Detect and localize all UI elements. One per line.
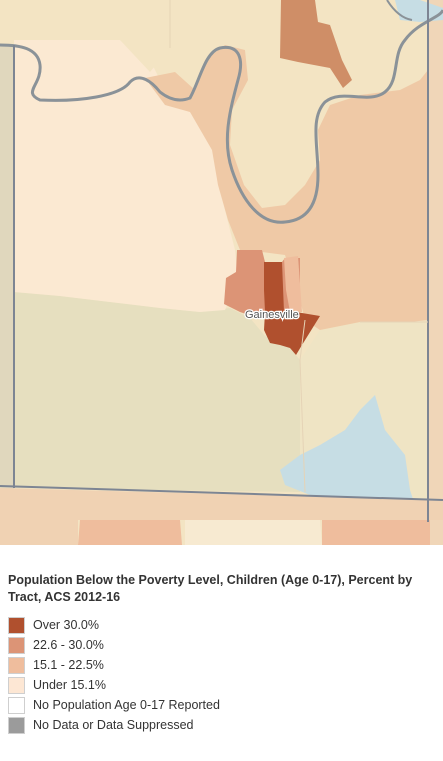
legend-item-no-population: No Population Age 0-17 Reported (8, 695, 438, 715)
terrain-southwest (14, 292, 305, 492)
map-legend: Population Below the Poverty Level, Chil… (8, 572, 438, 735)
place-label-gainesville: Gainesville (245, 309, 299, 321)
tract-west-edge (0, 45, 14, 545)
legend-item-15-22: 15.1 - 22.5% (8, 655, 438, 675)
legend-swatch (8, 656, 25, 674)
legend-swatch (8, 616, 25, 634)
legend-swatch (8, 716, 25, 734)
legend-swatch (8, 636, 25, 654)
legend-label: No Population Age 0-17 Reported (33, 698, 220, 712)
legend-item-22-30: 22.6 - 30.0% (8, 635, 438, 655)
tract-north-high (280, 0, 352, 88)
legend-label: Over 30.0% (33, 618, 100, 632)
legend-item-no-data: No Data or Data Suppressed (8, 715, 438, 735)
tract-south-d (0, 520, 78, 545)
tract-river-corridor (145, 45, 428, 330)
map-canvas: Gainesville (0, 0, 443, 545)
county-line-south (0, 485, 443, 501)
tract-north-west (0, 0, 170, 72)
legend-label: 22.6 - 30.0% (33, 638, 104, 652)
legend-label: 15.1 - 22.5% (33, 658, 104, 672)
legend-item-over-30: Over 30.0% (8, 615, 438, 635)
tract-south-band (0, 488, 443, 520)
tract-south-c (322, 520, 430, 545)
legend-label: No Data or Data Suppressed (33, 718, 194, 732)
tract-east-edge (428, 0, 443, 545)
legend-title: Population Below the Poverty Level, Chil… (8, 573, 413, 604)
legend-swatch (8, 696, 25, 714)
river-branch (386, 0, 413, 21)
legend-item-under-15: Under 15.1% (8, 675, 438, 695)
tract-south-a (78, 520, 182, 545)
tract-boundaries (169, 0, 428, 493)
tract-gainesville-high (264, 262, 320, 355)
tract-north-center (225, 0, 255, 40)
legend-swatch (8, 676, 25, 694)
legend-label: Under 15.1% (33, 678, 106, 692)
tract-south-b (185, 520, 322, 545)
lake-water (280, 395, 420, 522)
choropleth-map[interactable]: Gainesville (0, 0, 443, 545)
lake-water-north (395, 0, 443, 22)
tract-gainesville-east (284, 256, 302, 312)
red-river (0, 9, 443, 224)
